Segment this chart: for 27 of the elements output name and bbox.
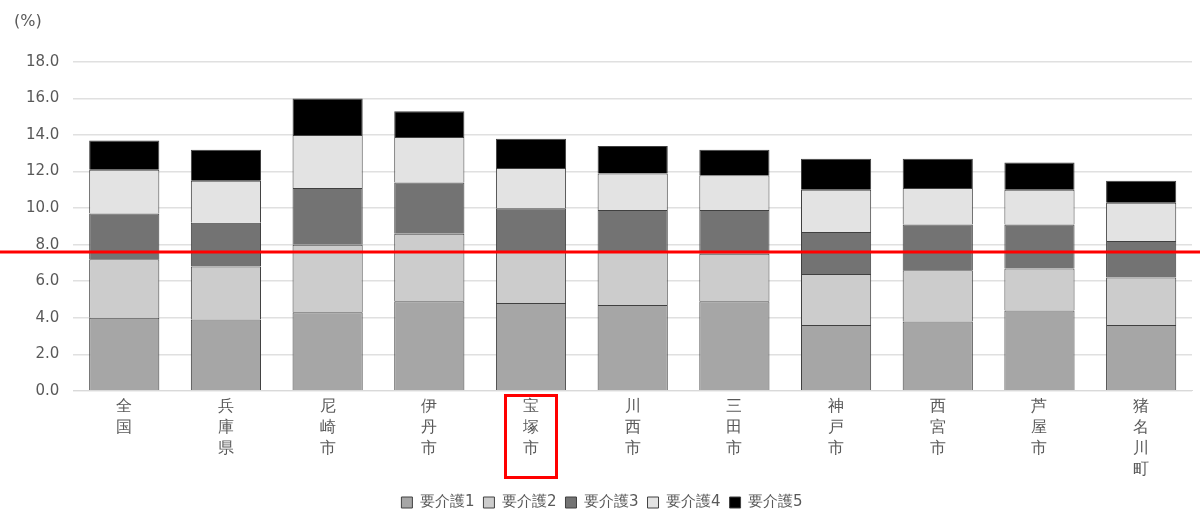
y-tick-label: 18.0 [25,51,60,70]
y-tick-label: 14.0 [25,124,60,143]
x-tick-label: 猪名川町 [1133,396,1150,478]
y-tick-label: 8.0 [35,234,60,253]
x-tick-label: 三田市 [726,396,743,457]
y-tick-label: 10.0 [25,198,60,217]
legend-label: 要介護3 [583,492,639,511]
x-tick-label: 芦屋市 [1031,396,1048,457]
legend-label: 要介護5 [748,492,803,511]
legend-label: 要介護4 [666,492,721,511]
x-tick-label: 尼崎市 [319,396,336,457]
x-tick-label: 伊丹市 [421,396,438,457]
y-tick-label: 2.0 [35,344,60,363]
y-tick-label: 6.0 [35,271,60,290]
x-tick-label: 宝塚市 [522,396,540,457]
y-tick-label: 12.0 [25,161,60,180]
x-tick-label: 兵庫県 [217,396,234,457]
x-tick-label: 西宮市 [929,396,946,457]
y-tick-label: 4.0 [35,307,60,326]
legend-label: 要介護1 [419,492,475,511]
x-tick-label: 川西市 [624,396,641,457]
y-tick-label: 16.0 [25,88,60,107]
legend-label: 要介護2 [501,492,557,511]
y-tick-label: 0.0 [35,380,60,399]
y-axis-title: (%) [14,11,42,31]
x-tick-label: 神戸市 [828,396,845,457]
x-tick-label: 全国 [116,396,133,437]
